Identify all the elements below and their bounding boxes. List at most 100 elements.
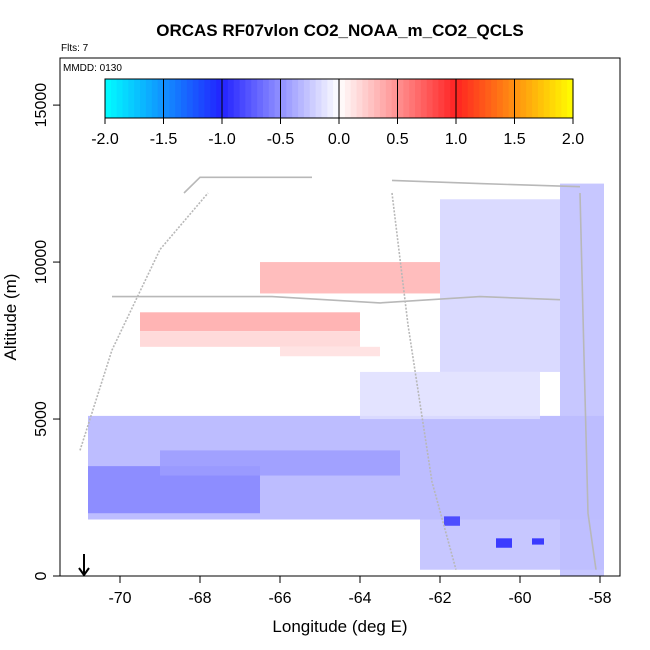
colorbar-swatch: [134, 79, 141, 118]
x-axis-label: Longitude (deg E): [272, 617, 407, 636]
flights-label: Flts: 7: [61, 43, 89, 54]
y-tick-label: 15000: [33, 83, 50, 128]
colorbar-swatch: [537, 79, 545, 118]
colorbar-tick-label: -2.0: [91, 131, 119, 148]
colorbar-swatch: [116, 79, 124, 118]
colorbar-swatch: [561, 79, 568, 118]
colorbar-swatch: [426, 79, 434, 118]
heatmap-cell: [440, 199, 560, 372]
colorbar-swatch: [450, 79, 457, 118]
colorbar-tick-label: 0.5: [386, 131, 408, 148]
heatmap-cell: [140, 312, 360, 332]
colorbar-swatch: [222, 79, 229, 118]
colorbar-swatch: [192, 79, 200, 118]
colorbar-tick-label: 2.0: [562, 131, 584, 148]
colorbar-swatch: [110, 79, 118, 118]
colorbar-swatch: [262, 79, 270, 118]
track-upper-left: [183, 176, 312, 194]
y-tick-label: 5000: [33, 401, 50, 437]
colorbar-swatch: [333, 79, 340, 118]
colorbar-tick-label: -1.5: [150, 131, 178, 148]
heatmap-cell: [160, 450, 400, 476]
colorbar-swatch: [163, 79, 170, 118]
colorbar-swatch: [456, 79, 463, 118]
colorbar-swatch: [339, 79, 346, 118]
colorbar-swatch: [239, 79, 246, 118]
colorbar-swatch: [157, 79, 165, 118]
track-right-descent: [391, 192, 457, 570]
colorbar-swatch: [298, 79, 305, 118]
marker-head: [78, 567, 90, 577]
colorbar-swatch: [438, 79, 445, 118]
colorbar-swatch: [567, 79, 574, 118]
colorbar-swatch: [140, 79, 147, 118]
x-axis: -70 -68 -66 -64 -62 -60 -58: [108, 576, 612, 607]
y-axis: 0 5000 10000 15000: [33, 83, 60, 580]
y-axis-label: Altitude (m): [1, 274, 20, 361]
track-upper-right: [391, 179, 581, 188]
chart-title: ORCAS RF07vlon CO2_NOAA_m_CO2_QCLS: [156, 21, 523, 40]
colorbar-swatch: [286, 79, 293, 118]
colorbar-swatch: [210, 79, 217, 118]
colorbar-swatch: [403, 79, 410, 118]
colorbar-swatch: [526, 79, 533, 118]
colorbar-tick-label: 1.5: [503, 131, 525, 148]
colorbar-swatch: [409, 79, 416, 118]
colorbar-swatch: [303, 79, 311, 118]
colorbar-swatch: [502, 79, 510, 118]
x-tick-label: -62: [428, 590, 451, 607]
x-tick-label: -60: [508, 590, 531, 607]
heatmap-cell: [360, 371, 540, 420]
colorbar-swatch: [496, 79, 504, 118]
y-tick-label: 10000: [33, 240, 50, 285]
heatmap-cell: [496, 538, 512, 548]
x-tick-label: -68: [188, 590, 211, 607]
colorbar-swatch: [344, 79, 352, 118]
colorbar-tick-label: 0.0: [328, 131, 350, 148]
colorbar-swatch: [473, 79, 480, 118]
colorbar-swatch: [315, 79, 323, 118]
plot-frame: [59, 57, 621, 577]
colorbar-swatch: [257, 79, 264, 118]
colorbar-swatch: [128, 79, 135, 118]
colorbar-swatch: [385, 79, 393, 118]
colorbar-swatch: [151, 79, 159, 118]
x-tick-label: -70: [108, 590, 131, 607]
colorbar-swatch: [491, 79, 498, 118]
colorbar-swatch: [432, 79, 440, 118]
colorbar-swatch: [321, 79, 328, 118]
colorbar-swatch: [122, 79, 129, 118]
track-climb-left: [79, 192, 209, 451]
colorbar-swatch: [181, 79, 188, 118]
colorbar-swatch: [397, 79, 404, 118]
colorbar-swatch: [415, 79, 422, 118]
colorbar-swatch: [233, 79, 241, 118]
x-tick-label: -58: [588, 590, 611, 607]
colorbar-swatch: [186, 79, 194, 118]
colorbar-swatch: [555, 79, 562, 118]
colorbar-swatch: [508, 79, 516, 118]
colorbar-swatch: [532, 79, 539, 118]
colorbar-swatch: [292, 79, 299, 118]
colorbar-swatch: [169, 79, 176, 118]
colorbar-swatch: [268, 79, 276, 118]
colorbar-swatch: [543, 79, 551, 118]
colorbar-swatch: [391, 79, 399, 118]
heatmap-cell: [532, 538, 544, 545]
heatmap-cell: [260, 262, 440, 294]
colorbar-swatch: [444, 79, 451, 118]
heatmap-cell: [280, 346, 380, 357]
x-tick-label: -64: [348, 590, 371, 607]
colorbar-swatch: [216, 79, 223, 118]
colorbar-swatch: [204, 79, 211, 118]
colorbar-swatch: [362, 79, 369, 118]
colorbar-swatch: [105, 79, 112, 118]
track-far-right: [579, 192, 597, 570]
colorbar-swatch: [467, 79, 475, 118]
colorbar-swatch: [251, 79, 258, 118]
colorbar-swatch: [479, 79, 486, 118]
colorbar-swatch: [327, 79, 334, 118]
colorbar-swatch: [350, 79, 358, 118]
colorbar-swatch: [420, 79, 428, 118]
